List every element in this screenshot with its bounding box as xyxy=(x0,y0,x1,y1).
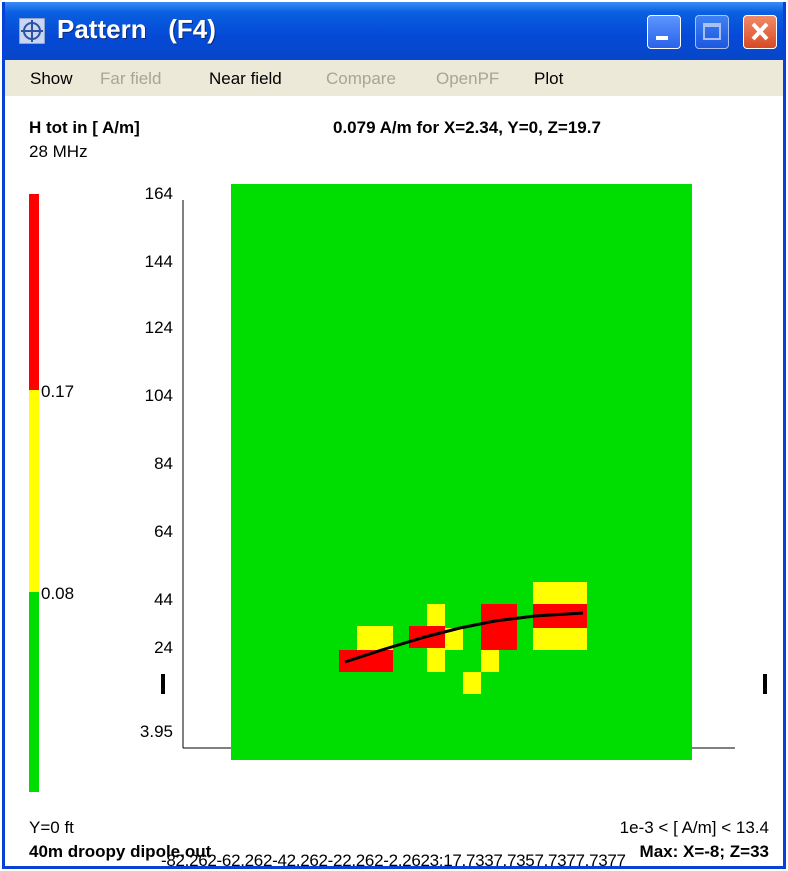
menu-show[interactable]: Show xyxy=(30,69,73,88)
field-cell-high xyxy=(481,604,517,650)
y-tick-label: 144 xyxy=(144,252,173,271)
legend-mid-segment xyxy=(29,390,39,592)
menu-far-field[interactable]: Far field xyxy=(100,69,162,88)
x-tick-labels: -82.262-62.262-42.262-22.262-2.2623:17.7… xyxy=(161,851,626,869)
y-tick-label: 44 xyxy=(154,590,173,609)
maximize-button[interactable] xyxy=(695,15,729,49)
plot-area: H tot in [ A/m] 28 MHz 0.079 A/m for X=2… xyxy=(5,96,783,869)
minimize-icon xyxy=(656,36,668,40)
y-tick-label: 104 xyxy=(144,386,173,405)
menu-openpf[interactable]: OpenPF xyxy=(436,69,500,88)
maximize-icon xyxy=(703,23,721,40)
menu-compare[interactable]: Compare xyxy=(326,69,396,88)
field-background xyxy=(231,184,692,760)
legend-upper-value: 0.17 xyxy=(41,382,75,401)
y-tick-label: 164 xyxy=(144,184,173,203)
field-cell-mid xyxy=(445,628,463,650)
close-button[interactable] xyxy=(743,15,777,49)
field-readout: 0.079 A/m for X=2.34, Y=0, Z=19.7 xyxy=(333,118,601,137)
y-tick-label: 3.95 xyxy=(139,722,173,741)
pattern-app-icon xyxy=(19,18,45,44)
range-label: 1e-3 < [ A/m] < 13.4 xyxy=(619,818,769,837)
title-bar[interactable]: Pattern (F4) xyxy=(5,2,783,60)
frequency-label: 28 MHz xyxy=(29,142,88,161)
left-marker xyxy=(161,674,165,694)
legend-low-segment xyxy=(29,592,39,792)
near-field-plot xyxy=(182,184,735,760)
menu-bar: Show Far field Near field Compare OpenPF… xyxy=(5,60,783,96)
window-title: Pattern (F4) xyxy=(57,14,216,44)
y-tick-label: 84 xyxy=(154,454,173,473)
legend-lower-value: 0.08 xyxy=(41,584,75,603)
max-location-label: Max: X=-8; Z=33 xyxy=(639,842,769,861)
field-cell-mid xyxy=(481,648,499,672)
legend-high-segment xyxy=(29,194,39,390)
y-plane-label: Y=0 ft xyxy=(29,818,74,837)
field-cell-high xyxy=(339,650,393,672)
menu-near-field[interactable]: Near field xyxy=(209,69,282,88)
field-cell-mid xyxy=(463,672,481,694)
right-marker xyxy=(763,674,767,694)
antenna-wire xyxy=(344,611,584,664)
y-tick-label: 24 xyxy=(154,638,173,657)
y-tick-label: 64 xyxy=(154,522,173,541)
close-icon xyxy=(751,22,769,41)
file-name-label: 40m droopy dipole.out xyxy=(29,842,212,861)
menu-plot[interactable]: Plot xyxy=(534,69,564,88)
y-tick-label: 124 xyxy=(144,318,173,337)
quantity-label: H tot in [ A/m] xyxy=(29,118,140,137)
minimize-button[interactable] xyxy=(647,15,681,49)
